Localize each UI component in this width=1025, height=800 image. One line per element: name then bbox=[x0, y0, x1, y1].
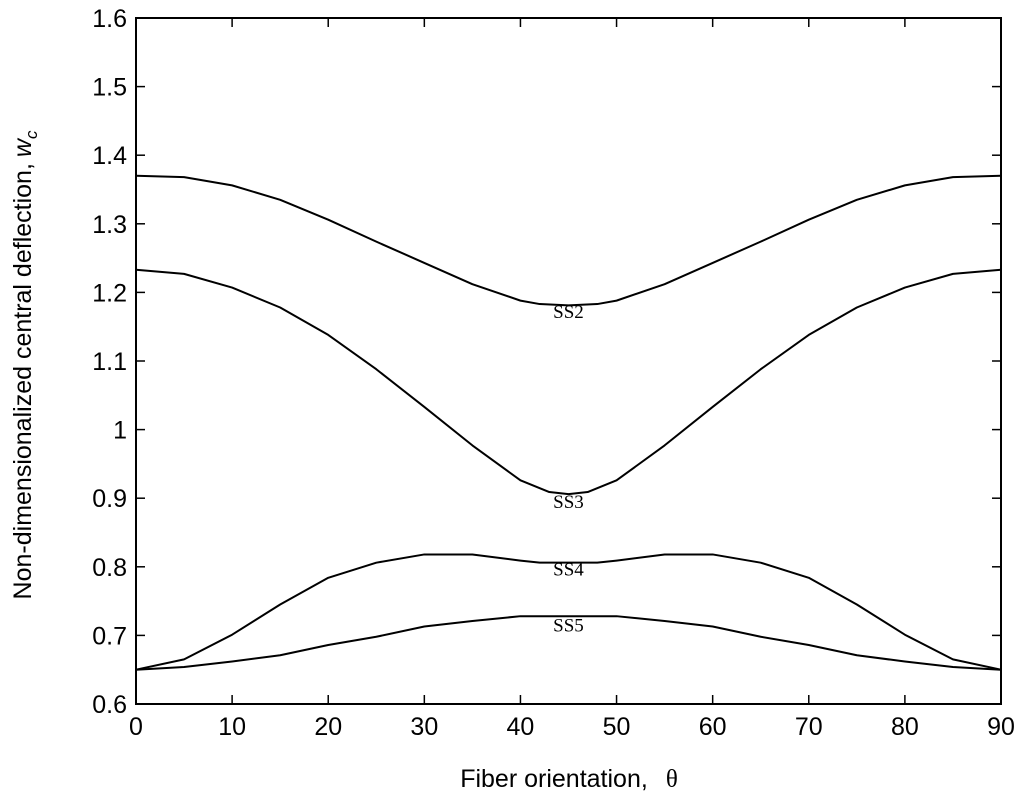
y-axis-title: Non-dimensionalized central deflection,w… bbox=[9, 130, 41, 599]
plot-frame-border bbox=[135, 17, 1002, 705]
series-line-ss3 bbox=[135, 268, 1002, 496]
series-label-ss2: SS2 bbox=[553, 302, 584, 323]
y-tick-label: 1 bbox=[113, 417, 127, 445]
y-tick-label: 1.4 bbox=[92, 142, 127, 170]
y-tick-label: 0.8 bbox=[92, 554, 127, 582]
series-labels: SS2 SS3 SS4 SS5 bbox=[553, 302, 584, 637]
series-line-ss2 bbox=[135, 174, 1002, 307]
axis-ticks: 0 10 20 30 40 50 60 70 80 90 0.6 0.7 0.8 0.9 1 1.1 1.2 1.… bbox=[92, 5, 1015, 741]
y-tick-label: 1.6 bbox=[92, 5, 127, 33]
y-tick-label: 1.1 bbox=[92, 348, 127, 376]
y-tick-label: 0.7 bbox=[92, 622, 127, 650]
x-tick-label: 0 bbox=[129, 713, 143, 741]
x-tick-label: 20 bbox=[314, 713, 342, 741]
x-tick-label: 50 bbox=[603, 713, 631, 741]
series-label-ss3: SS3 bbox=[553, 492, 584, 513]
series-line-ss5 bbox=[135, 615, 1002, 671]
y-tick-label: 0.6 bbox=[92, 691, 127, 719]
series-label-ss5: SS5 bbox=[553, 615, 584, 636]
x-tick-label: 80 bbox=[891, 713, 919, 741]
y-tick-label: 1.5 bbox=[92, 74, 127, 102]
x-tick-label: 60 bbox=[699, 713, 727, 741]
x-tick-label: 10 bbox=[218, 713, 246, 741]
y-tick-label: 1.2 bbox=[92, 279, 127, 307]
x-tick-label: 40 bbox=[507, 713, 535, 741]
x-axis-title: Fiber orientation, θ bbox=[460, 765, 678, 793]
x-tick-label: 30 bbox=[410, 713, 438, 741]
y-tick-label: 0.9 bbox=[92, 485, 127, 513]
x-tick-label: 90 bbox=[987, 713, 1015, 741]
series-line-ss4 bbox=[135, 553, 1002, 671]
series-lines bbox=[135, 174, 1002, 671]
series-label-ss4: SS4 bbox=[553, 560, 584, 581]
plot-area bbox=[135, 17, 1002, 705]
x-tick-label: 70 bbox=[795, 713, 823, 741]
y-tick-label: 1.3 bbox=[92, 211, 127, 239]
